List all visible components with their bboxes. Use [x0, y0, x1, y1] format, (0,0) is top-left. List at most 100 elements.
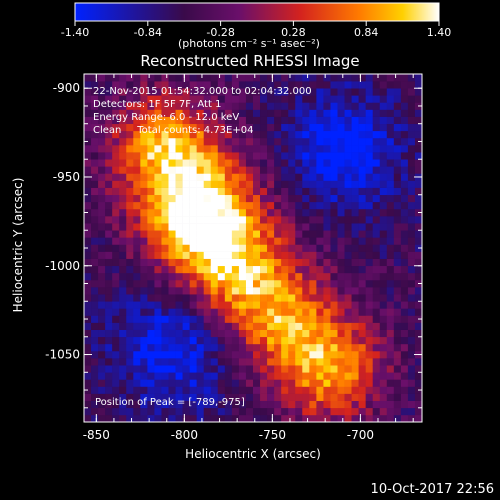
heatmap-cell: [84, 365, 92, 373]
heatmap-cell: [238, 109, 247, 117]
heatmap-cell: [119, 265, 127, 274]
colorbar-gradient: [74, 2, 440, 22]
heatmap-cell: [330, 386, 338, 394]
heatmap-cell: [112, 258, 120, 267]
heatmap-cell: [112, 152, 120, 160]
heatmap-cell: [358, 230, 366, 238]
heatmap-cell: [337, 223, 345, 231]
heatmap-cell: [386, 287, 395, 295]
heatmap-cell: [245, 208, 254, 217]
heatmap-cell: [337, 88, 345, 96]
heatmap-cell: [84, 95, 92, 103]
heatmap-cell: [196, 230, 205, 238]
heatmap-cell: [168, 102, 176, 110]
heatmap-cell: [231, 393, 240, 401]
heatmap-cell: [189, 180, 197, 188]
heatmap-cell: [330, 95, 338, 103]
heatmap-cell: [161, 95, 169, 103]
heatmap-cell: [238, 272, 247, 281]
heatmap-cell: [119, 322, 127, 330]
heatmap-cell: [316, 322, 324, 330]
heatmap-cell: [161, 350, 169, 359]
heatmap-cell: [302, 88, 310, 96]
heatmap-cell: [281, 81, 289, 89]
heatmap-cell: [105, 137, 113, 146]
heatmap-cell: [133, 95, 141, 103]
heatmap-cell: [189, 216, 197, 224]
heatmap-cell: [274, 379, 282, 387]
heatmap-cell: [281, 74, 289, 82]
heatmap-cell: [126, 386, 134, 394]
heatmap-cell: [196, 74, 205, 82]
heatmap-cell: [330, 180, 338, 188]
heatmap-cell: [302, 336, 310, 345]
heatmap-cell: [393, 308, 402, 316]
heatmap-cell: [379, 230, 388, 238]
heatmap-cell: [323, 251, 331, 259]
heatmap-cell: [238, 102, 247, 110]
heatmap-cell: [372, 343, 381, 352]
heatmap-cell: [182, 152, 190, 160]
heatmap-cell: [238, 145, 247, 153]
heatmap-cell: [309, 294, 317, 302]
heatmap-cell: [260, 358, 268, 366]
annotation-energy-range: Energy Range: 6.0 - 12.0 keV: [93, 112, 240, 123]
heatmap-cell: [260, 166, 268, 174]
heatmap-cell: [98, 194, 106, 203]
heatmap-cell: [393, 393, 402, 401]
heatmap-cell: [393, 336, 402, 345]
heatmap-cell: [203, 137, 212, 146]
heatmap-cell: [196, 258, 205, 267]
heatmap-cell: [393, 322, 402, 330]
heatmap-cell: [330, 350, 338, 359]
heatmap-cell: [351, 265, 359, 274]
heatmap-cell: [372, 166, 381, 174]
heatmap-cell: [386, 308, 395, 316]
heatmap-cell: [182, 393, 190, 401]
heatmap-cell: [414, 230, 422, 238]
heatmap-cell: [372, 350, 381, 359]
heatmap-cell: [400, 194, 409, 203]
heatmap-cell: [154, 88, 162, 96]
heatmap-cell: [91, 137, 99, 146]
heatmap-cell: [217, 194, 226, 203]
heatmap-cell: [316, 358, 324, 366]
heatmap-cell: [288, 81, 296, 89]
heatmap-cell: [84, 201, 92, 210]
heatmap-cell: [379, 414, 388, 422]
heatmap-cell: [372, 336, 381, 345]
annotation-time-range: 22-Nov-2015 01:54:32.000 to 02:04:32.000: [93, 86, 312, 97]
heatmap-cell: [393, 379, 402, 387]
heatmap-cell: [196, 123, 205, 132]
heatmap-cell: [98, 350, 106, 359]
heatmap-cell: [316, 208, 324, 217]
heatmap-cell: [189, 322, 197, 330]
heatmap-cell: [274, 244, 282, 252]
heatmap-cell: [91, 301, 99, 309]
heatmap-cell: [379, 116, 388, 125]
heatmap-cell: [210, 329, 219, 338]
heatmap-cell: [245, 216, 254, 224]
heatmap-cell: [126, 81, 134, 89]
heatmap-cell: [400, 350, 409, 359]
heatmap-cell: [210, 102, 219, 110]
heatmap-cell: [119, 137, 127, 146]
heatmap-cell: [288, 102, 296, 110]
heatmap-cell: [140, 294, 148, 302]
heatmap-cell: [245, 400, 254, 409]
heatmap-cell: [302, 358, 310, 366]
heatmap-cell: [147, 358, 155, 366]
heatmap-cell: [161, 287, 169, 295]
heatmap-cell: [351, 152, 359, 160]
heatmap-cell: [274, 407, 282, 416]
heatmap-cell: [238, 74, 247, 82]
heatmap-cell: [344, 322, 352, 330]
heatmap-cell: [98, 301, 106, 309]
heatmap-cell: [224, 194, 233, 203]
heatmap-cell: [98, 159, 106, 167]
heatmap-cell: [182, 386, 190, 394]
heatmap-cell: [98, 152, 106, 160]
heatmap-cell: [253, 152, 261, 160]
heatmap-cell: [253, 343, 261, 352]
heatmap-cell: [245, 393, 254, 401]
